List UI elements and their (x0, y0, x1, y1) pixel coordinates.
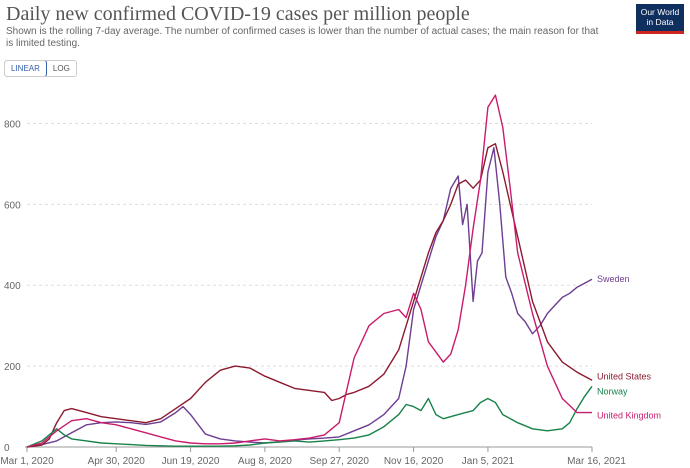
log-scale-button[interactable]: LOG (46, 61, 76, 76)
logo-line-2: in Data (646, 17, 674, 27)
y-tick-label-0: 0 (4, 443, 10, 454)
y-tick-label-800: 800 (4, 119, 21, 130)
series-label-norway[interactable]: Norway (597, 386, 628, 396)
y-tick-label-200: 200 (4, 362, 21, 373)
x-tick-label-2: Jun 19, 2020 (162, 456, 220, 467)
series-line-united-states[interactable] (26, 142, 593, 448)
series-line-sweden[interactable] (26, 146, 593, 448)
chart-title: Daily new confirmed COVID-19 cases per m… (6, 3, 470, 25)
y-tick-label-600: 600 (4, 200, 21, 211)
x-tick-label-3: Aug 8, 2020 (238, 456, 292, 467)
y-tick-label-400: 400 (4, 281, 21, 292)
series-label-united-kingdom[interactable]: United Kingdom (597, 411, 661, 421)
x-tick-label-7: Mar 16, 2021 (567, 456, 626, 467)
logo-accent-bar (636, 31, 684, 34)
chart-subtitle: Shown is the rolling 7-day average. The … (6, 26, 599, 49)
x-tick-label-6: Jan 5, 2021 (462, 456, 515, 467)
logo-line-1: Our World (640, 7, 680, 17)
x-tick-label-0: Mar 1, 2020 (0, 456, 54, 467)
series-label-sweden[interactable]: Sweden (597, 274, 630, 284)
series-line-united-kingdom[interactable] (26, 94, 592, 448)
x-tick-label-5: Nov 16, 2020 (384, 456, 444, 467)
x-tick-label-1: Apr 30, 2020 (88, 456, 146, 467)
x-tick-label-4: Sep 27, 2020 (309, 456, 369, 467)
scale-toggle: LINEAR LOG (4, 60, 77, 77)
series-label-united-states[interactable]: United States (597, 371, 652, 381)
linear-scale-button[interactable]: LINEAR (4, 61, 47, 76)
series-line-norway[interactable] (26, 385, 593, 448)
owid-logo[interactable]: Our World in Data (636, 4, 684, 31)
